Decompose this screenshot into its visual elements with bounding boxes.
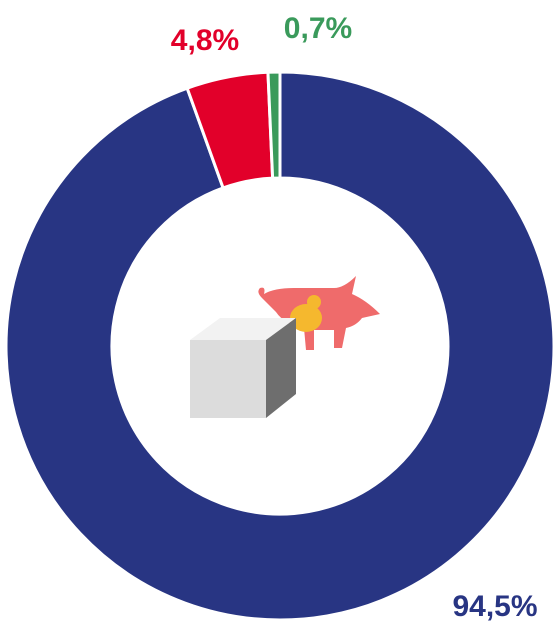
chick-head <box>307 295 321 309</box>
data-labels: 94,5% 4,8% 0,7% <box>171 12 538 623</box>
box-side <box>266 318 296 418</box>
data-label: 4,8% <box>171 24 239 57</box>
donut-slice <box>4 70 553 622</box>
box-front <box>190 340 266 418</box>
donut-slice <box>266 70 282 180</box>
center-icon <box>190 276 380 418</box>
data-label: 0,7% <box>284 12 352 45</box>
box-top <box>190 318 296 340</box>
chick-icon <box>290 304 322 332</box>
donut <box>4 70 553 622</box>
data-label: 94,5% <box>452 590 537 623</box>
